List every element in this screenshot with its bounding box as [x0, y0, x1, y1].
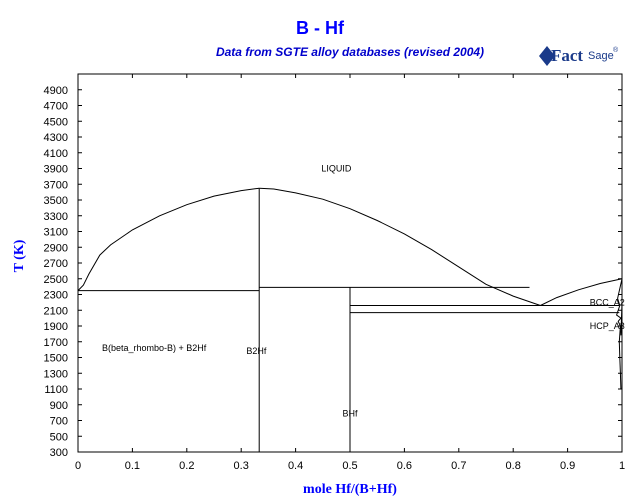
y-tick-label: 900: [50, 400, 68, 412]
y-tick-label: 2900: [44, 242, 68, 254]
x-tick-label: 0: [75, 460, 81, 472]
y-tick-label: 4100: [44, 148, 68, 160]
phase-region-label: BCC_A2: [590, 297, 625, 307]
y-tick-label: 300: [50, 447, 68, 459]
x-tick-label: 0.6: [397, 460, 412, 472]
y-tick-label: 2700: [44, 258, 68, 270]
phase-boundary-line: [620, 302, 623, 336]
x-tick-label: 1: [619, 460, 625, 472]
y-tick-label: 4500: [44, 116, 68, 128]
y-tick-label: 1100: [44, 384, 68, 396]
phase-region-label: B(beta_rhombo-B) + B2Hf: [102, 343, 207, 353]
phase-boundary-line: [77, 187, 260, 291]
logo-text-sage: Sage: [588, 50, 614, 62]
y-tick-label: 2100: [44, 305, 68, 317]
y-tick-label: 3700: [44, 179, 68, 191]
y-tick-label: 3300: [44, 211, 68, 223]
logo-text-main: Fact: [551, 46, 583, 65]
y-tick-label: 500: [50, 431, 68, 443]
x-tick-label: 0.8: [506, 460, 521, 472]
y-tick-label: 700: [50, 416, 68, 428]
y-tick-label: 1300: [44, 368, 68, 380]
phase-boundary-line: [616, 278, 623, 390]
y-tick-label: 1700: [44, 337, 68, 349]
x-tick-label: 0.1: [125, 460, 140, 472]
y-tick-label: 4900: [44, 85, 68, 97]
y-tick-label: 4700: [44, 101, 68, 113]
factsage-logo-icon: Fact Sage ®: [539, 46, 619, 66]
logo-trademark: ®: [613, 46, 619, 54]
phase-region-label: B2Hf: [246, 346, 267, 356]
phase-region-label: LIQUID: [321, 164, 352, 174]
x-axis-label: mole Hf/(B+Hf): [303, 482, 397, 497]
x-tick-label: 0.3: [234, 460, 249, 472]
x-tick-label: 0.7: [451, 460, 466, 472]
x-tick-label: 0.4: [288, 460, 303, 472]
phase-boundary-line: [259, 187, 541, 306]
y-tick-label: 2300: [44, 290, 68, 302]
x-tick-label: 0.5: [342, 460, 357, 472]
phase-boundary-line: [540, 278, 623, 306]
phase-region-label: BHf: [342, 408, 358, 418]
y-tick-label: 4300: [44, 132, 68, 144]
y-tick-label: 2500: [44, 274, 68, 286]
y-tick-label: 3500: [44, 195, 68, 207]
chart-title: B - Hf: [296, 18, 344, 38]
x-tick-label: 0.9: [560, 460, 575, 472]
chart-subtitle: Data from SGTE alloy databases (revised …: [215, 45, 485, 59]
y-tick-label: 3900: [44, 164, 68, 176]
y-tick-label: 1500: [44, 353, 68, 365]
y-tick-label: 3100: [44, 227, 68, 239]
logo-diamond: [539, 46, 555, 66]
phase-region-label: HCP_A3: [590, 321, 625, 331]
y-tick-label: 1900: [44, 321, 68, 333]
x-tick-label: 0.2: [179, 460, 194, 472]
y-axis-label: T (K): [12, 239, 27, 273]
